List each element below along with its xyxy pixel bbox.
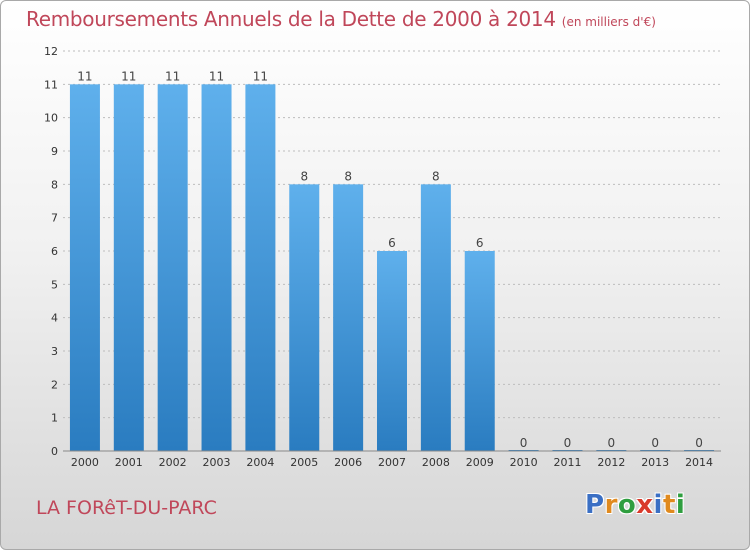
data-labels: 11 11 11 11 11 8 8 6 8 6 0 0 0 0 0 — [77, 69, 703, 450]
bar-value-label: 6 — [476, 236, 484, 250]
y-tick-label: 2 — [51, 378, 58, 391]
x-tick-label: 2004 — [246, 456, 274, 469]
chart-title: Remboursements Annuels de la Dette de 20… — [26, 7, 656, 31]
y-tick-label: 9 — [51, 145, 58, 158]
logo-letter: r — [604, 490, 618, 520]
bar — [464, 251, 495, 451]
logo-letter: x — [636, 490, 654, 520]
bar-value-label: 0 — [608, 436, 616, 450]
logo-letter: t — [662, 490, 676, 520]
x-tick-label: 2002 — [159, 456, 187, 469]
bar-value-label: 8 — [432, 169, 440, 183]
bar-value-label: 11 — [165, 69, 180, 83]
bar — [289, 184, 320, 452]
logo-letter: i — [653, 490, 663, 520]
bar-value-label: 11 — [253, 69, 268, 83]
bars — [69, 84, 715, 452]
x-tick-label: 2013 — [641, 456, 669, 469]
x-tick-label: 2010 — [510, 456, 538, 469]
town-name: LA FORêT-DU-PARC — [36, 497, 217, 519]
y-tick-label: 4 — [51, 312, 58, 325]
bar — [245, 84, 276, 451]
y-tick-label: 6 — [51, 245, 58, 258]
bar — [333, 184, 364, 452]
bar — [157, 84, 188, 451]
y-tick-label: 12 — [44, 45, 58, 58]
bar-value-label: 0 — [651, 436, 659, 450]
bar-value-label: 6 — [388, 236, 396, 250]
bar-value-label: 0 — [695, 436, 703, 450]
bar-value-label: 8 — [344, 169, 352, 183]
x-tick-label: 2001 — [115, 456, 143, 469]
x-tick-label: 2005 — [290, 456, 318, 469]
bar — [377, 251, 407, 451]
chart-subtitle: (en milliers d'€) — [561, 15, 656, 29]
x-tick-label: 2012 — [597, 456, 625, 469]
y-tick-label: 5 — [51, 278, 58, 291]
bar-value-label: 8 — [300, 169, 308, 183]
y-tick-label: 11 — [44, 78, 58, 91]
x-tick-label: 2014 — [685, 456, 713, 469]
bar-value-label: 0 — [520, 436, 528, 450]
x-axis-ticks: 2000 2001 2002 2003 2004 2005 2006 2007 2008 2009… — [71, 456, 713, 469]
bar-value-label: 11 — [77, 69, 92, 83]
logo-letter: i — [675, 490, 686, 520]
bar-value-label: 0 — [564, 436, 572, 450]
y-tick-label: 8 — [51, 178, 58, 191]
bar — [201, 84, 232, 451]
bar — [113, 84, 144, 451]
chart-title-text: Remboursements Annuels de la Dette de 20… — [26, 7, 556, 31]
x-tick-label: 2003 — [203, 456, 231, 469]
x-tick-label: 2008 — [422, 456, 450, 469]
y-tick-label: 3 — [51, 345, 58, 358]
bar-value-label: 11 — [209, 69, 224, 83]
y-tick-label: 1 — [51, 412, 58, 425]
logo-letter: P — [585, 490, 605, 520]
bar — [420, 184, 451, 452]
x-tick-label: 2009 — [466, 456, 494, 469]
bar — [69, 84, 100, 451]
x-tick-label: 2007 — [378, 456, 406, 469]
x-tick-label: 2006 — [334, 456, 362, 469]
x-tick-label: 2000 — [71, 456, 99, 469]
x-tick-label: 2011 — [553, 456, 581, 469]
y-tick-label: 7 — [51, 212, 58, 225]
y-tick-label: 10 — [44, 112, 58, 125]
y-tick-label: 0 — [51, 445, 58, 458]
logo-letter: o — [617, 490, 637, 520]
bar-value-label: 11 — [121, 69, 136, 83]
proxiti-logo: Proxiti — [585, 490, 685, 520]
